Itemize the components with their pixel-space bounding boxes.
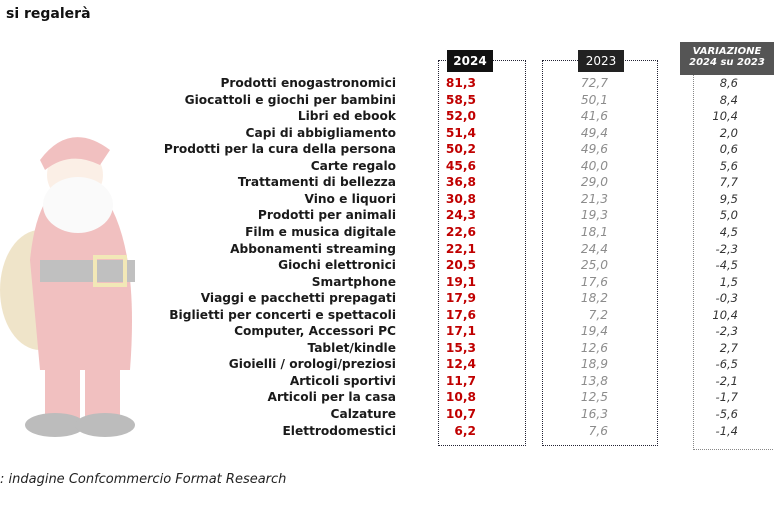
value-2023: 12,5 — [580, 390, 608, 405]
variation: 7,7 — [719, 175, 738, 190]
variation: 8,6 — [719, 76, 738, 90]
header-variation: VARIAZIONE 2024 su 2023 — [680, 42, 774, 75]
variation: -4,5 — [715, 258, 738, 273]
row-label: Computer, Accessori PC — [234, 324, 396, 339]
row-label: Gioielli / orologi/preziosi — [228, 357, 396, 372]
value-2023: 24,4 — [580, 241, 608, 256]
value-2023: 19,4 — [580, 324, 608, 339]
value-2024: 58,5 — [445, 92, 476, 107]
row-label: Prodotti enogastronomici — [220, 76, 396, 90]
value-2024: 22,1 — [445, 241, 476, 256]
row-label: Film e musica digitale — [245, 224, 396, 239]
variation: -2,3 — [715, 324, 738, 339]
variation: -1,7 — [715, 390, 738, 405]
variation: 5,0 — [719, 208, 738, 223]
value-2023: 7,6 — [588, 423, 608, 438]
variation: 10,4 — [712, 109, 738, 124]
value-2023: 19,3 — [580, 208, 608, 223]
source: : indagine Confcommercio Format Research — [0, 472, 287, 487]
row-label: Libri ed ebook — [297, 109, 396, 124]
variation: 9,5 — [719, 191, 738, 206]
variation: 0,6 — [719, 142, 738, 157]
value-2023: 40,0 — [580, 158, 608, 173]
santa-illustration — [0, 137, 135, 437]
row-label: Vino e liquori — [304, 191, 396, 206]
value-2024: 17,6 — [445, 307, 476, 322]
value-2023: 7,2 — [588, 307, 608, 322]
value-2023: 18,1 — [580, 224, 608, 239]
value-2024: 81,3 — [445, 76, 476, 90]
variation: -2,1 — [715, 373, 738, 388]
variation: -6,5 — [715, 357, 738, 372]
row-label: Abbonamenti streaming — [230, 241, 396, 256]
variation: -0,3 — [715, 291, 738, 306]
variation: 8,4 — [719, 92, 738, 107]
value-2023: 18,9 — [580, 357, 608, 372]
variation: 4,5 — [719, 224, 738, 239]
value-2023: 50,1 — [580, 92, 608, 107]
row-label: Giochi elettronici — [278, 258, 396, 273]
value-2023: 49,4 — [580, 125, 608, 140]
row-label: Capi di abbigliamento — [245, 125, 396, 140]
header-variation-line2: 2024 su 2023 — [689, 57, 765, 68]
row-label: Prodotti per animali — [257, 208, 396, 223]
value-2023: 16,3 — [580, 407, 608, 421]
value-2024: 6,2 — [454, 423, 476, 438]
value-2024: 17,1 — [445, 324, 476, 339]
value-2023: 17,6 — [580, 274, 608, 289]
title: si regalerà — [6, 6, 91, 22]
value-2024: 36,8 — [445, 175, 476, 190]
variation: 10,4 — [712, 307, 738, 322]
value-2023: 49,6 — [580, 142, 608, 157]
value-2024: 50,2 — [445, 142, 476, 157]
value-2024: 30,8 — [445, 191, 476, 206]
header-2023: 2023 — [578, 50, 624, 72]
value-2024: 24,3 — [445, 208, 476, 223]
row-label: Biglietti per concerti e spettacoli — [169, 307, 396, 322]
variation: -2,3 — [715, 241, 738, 256]
row-label: Articoli sportivi — [289, 373, 396, 388]
value-2024: 10,8 — [445, 390, 476, 405]
value-2024: 19,1 — [445, 274, 476, 289]
value-2023: 72,7 — [580, 76, 608, 90]
value-2024: 15,3 — [445, 340, 476, 355]
row-label: Smartphone — [311, 274, 396, 289]
value-2023: 29,0 — [580, 175, 608, 190]
row-label: Elettrodomestici — [282, 423, 396, 438]
row-label: Viaggi e pacchetti prepagati — [200, 291, 396, 306]
value-2023: 12,6 — [580, 340, 608, 355]
row-label: Tablet/kindle — [307, 340, 396, 355]
row-label: Articoli per la casa — [267, 390, 396, 405]
value-2024: 22,6 — [445, 224, 476, 239]
value-2024: 12,4 — [445, 357, 476, 372]
row-label: Prodotti per la cura della persona — [163, 142, 396, 157]
value-2024: 20,5 — [445, 258, 476, 273]
variation: -5,6 — [715, 407, 738, 421]
row-label: Carte regalo — [310, 158, 396, 173]
row-label: Calzature — [330, 407, 396, 421]
value-2023: 18,2 — [580, 291, 608, 306]
variation: 1,5 — [719, 274, 738, 289]
value-2023: 25,0 — [580, 258, 608, 273]
value-2024: 45,6 — [445, 158, 476, 173]
variation: -1,4 — [715, 423, 738, 438]
header-2024: 2024 — [447, 50, 493, 72]
row-label: Trattamenti di bellezza — [237, 175, 396, 190]
value-2024: 51,4 — [445, 125, 476, 140]
value-2023: 41,6 — [580, 109, 608, 124]
variation: 2,7 — [719, 340, 738, 355]
variation: 2,0 — [719, 125, 738, 140]
value-2023: 21,3 — [580, 191, 608, 206]
row-label: Giocattoli e giochi per bambini — [184, 92, 396, 107]
header-variation-line1: VARIAZIONE — [692, 46, 762, 57]
value-2024: 52,0 — [445, 109, 476, 124]
value-2024: 10,7 — [445, 407, 476, 421]
variation: 5,6 — [719, 158, 738, 173]
value-2024: 11,7 — [445, 373, 476, 388]
value-2024: 17,9 — [445, 291, 476, 306]
value-2023: 13,8 — [580, 373, 608, 388]
